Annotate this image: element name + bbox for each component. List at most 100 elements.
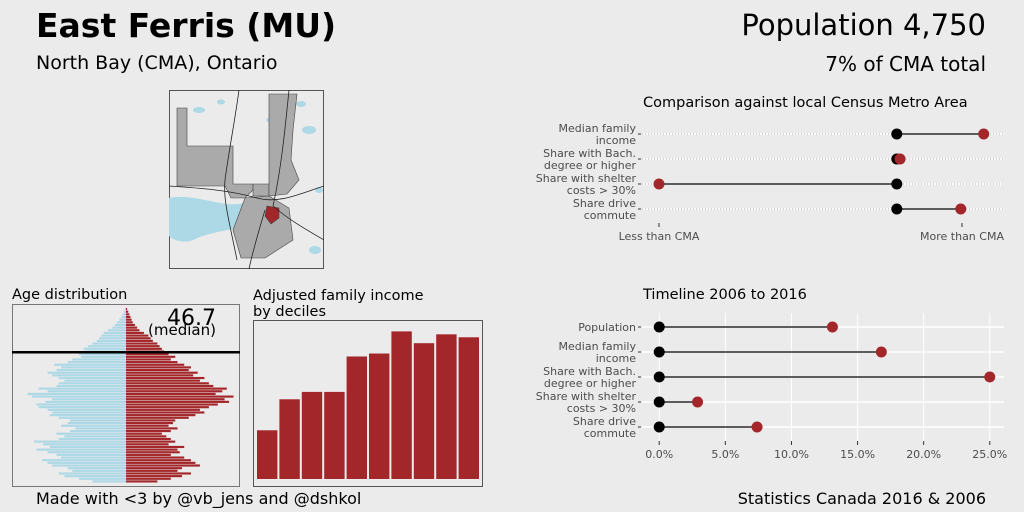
age-bar-female — [126, 374, 194, 377]
age-bar-male — [119, 318, 126, 321]
x-tick-label: 20.0% — [906, 448, 941, 461]
age-bar-male — [114, 323, 126, 327]
age-bar-male — [124, 308, 126, 311]
age-bar-female — [126, 432, 162, 435]
age-bar-male — [72, 358, 126, 361]
category-label: degree or higher — [544, 159, 637, 172]
age-bar-female — [126, 313, 130, 316]
category-label: Median family — [559, 340, 637, 353]
category-label: Median family — [559, 122, 637, 135]
age-bar-female — [126, 334, 149, 337]
age-bar-male — [36, 448, 126, 451]
age-bar-female — [126, 400, 230, 403]
age-bar-male — [70, 429, 126, 433]
age-bar-female — [126, 337, 151, 340]
age-bar-male — [56, 384, 127, 388]
age-bar-female — [126, 448, 178, 451]
x-tick-label: 5.0% — [711, 448, 739, 461]
point-2016 — [875, 346, 887, 358]
x-tick-label: Less than CMA — [619, 230, 700, 243]
age-bar-male — [61, 366, 126, 369]
footer-credit: Made with <3 by @vb_jens and @dshkol — [36, 489, 362, 508]
age-bar-female — [126, 342, 158, 345]
age-bar-female — [126, 424, 169, 427]
age-bar-male — [58, 472, 126, 475]
age-bar-male — [64, 475, 126, 478]
highlighted-region — [264, 205, 280, 225]
point-2016 — [826, 321, 838, 333]
age-bar-female — [126, 480, 158, 483]
income-bar-3 — [301, 391, 323, 479]
age-bar-male — [36, 403, 126, 406]
page-title: East Ferris (MU) — [36, 6, 337, 45]
age-bar-female — [126, 315, 131, 319]
age-bar-female — [126, 453, 171, 456]
cma-share-label: 7% of CMA total — [825, 52, 986, 76]
x-tick-label: 0.0% — [645, 448, 673, 461]
comparison-title: Comparison against local Census Metro Ar… — [643, 95, 968, 111]
income-bar-6 — [369, 353, 390, 479]
age-bar-female — [126, 355, 176, 358]
age-bar-male — [103, 331, 126, 335]
age-bar-male — [112, 326, 126, 329]
age-bar-female — [126, 419, 176, 422]
age-bar-female — [126, 459, 191, 462]
age-bar-female — [126, 456, 185, 459]
population-label: Population 4,750 — [741, 8, 986, 42]
point-2016 — [692, 396, 704, 408]
age-bar-female — [126, 445, 185, 449]
age-bar-male — [61, 424, 126, 427]
category-label: Population — [578, 321, 636, 334]
category-label: degree or higher — [544, 377, 637, 390]
x-tick-label: More than CMA — [920, 230, 1004, 243]
age-bar-male — [56, 368, 127, 372]
age-bar-female — [126, 318, 132, 321]
point-region — [894, 153, 906, 165]
x-tick-label: 25.0% — [972, 448, 1007, 461]
age-bar-male — [87, 345, 126, 348]
age-bar-male — [45, 400, 126, 403]
category-label: Share with shelter — [536, 390, 637, 403]
age-bar-female — [126, 323, 135, 327]
age-bar-female — [126, 382, 209, 385]
age-bar-female — [126, 308, 128, 311]
age-bar-male — [42, 459, 126, 462]
cma-subdivisions — [176, 93, 300, 259]
age-bar-male — [58, 437, 126, 441]
age-bar-female — [126, 326, 138, 329]
age-bar-male — [49, 414, 127, 417]
point-region — [955, 203, 967, 215]
point-2006 — [653, 421, 665, 433]
category-label: income — [596, 352, 637, 365]
income-bar-1 — [257, 430, 278, 479]
age-bar-female — [126, 379, 200, 382]
age-bar-male — [70, 419, 126, 422]
age-bar-male — [92, 480, 126, 483]
roads — [169, 90, 324, 269]
age-pyramid-chart — [12, 304, 240, 487]
age-median-label: (median) — [148, 321, 216, 339]
category-label: costs > 30% — [567, 402, 636, 415]
age-bar-male — [92, 342, 126, 345]
age-bar-female — [126, 427, 178, 430]
age-bar-female — [126, 437, 171, 441]
age-bar-female — [126, 353, 169, 356]
age-bar-male — [78, 353, 126, 356]
category-label: income — [596, 134, 637, 147]
age-bar-female — [126, 464, 200, 467]
age-bar-female — [126, 339, 153, 342]
income-bar-8 — [413, 343, 435, 479]
age-bar-female — [126, 371, 198, 374]
age-bar-male — [34, 440, 126, 443]
age-bar-female — [126, 358, 171, 361]
age-bar-male — [67, 422, 126, 425]
age-bar-male — [52, 411, 126, 414]
x-tick-label: 10.0% — [774, 448, 809, 461]
age-bar-female — [126, 310, 129, 313]
age-bar-female — [126, 411, 205, 414]
age-bar-male — [58, 416, 126, 419]
point-cma — [891, 203, 903, 215]
age-bar-female — [126, 477, 171, 480]
category-label: Share with Bach. — [543, 147, 636, 160]
age-bar-male — [27, 392, 126, 395]
